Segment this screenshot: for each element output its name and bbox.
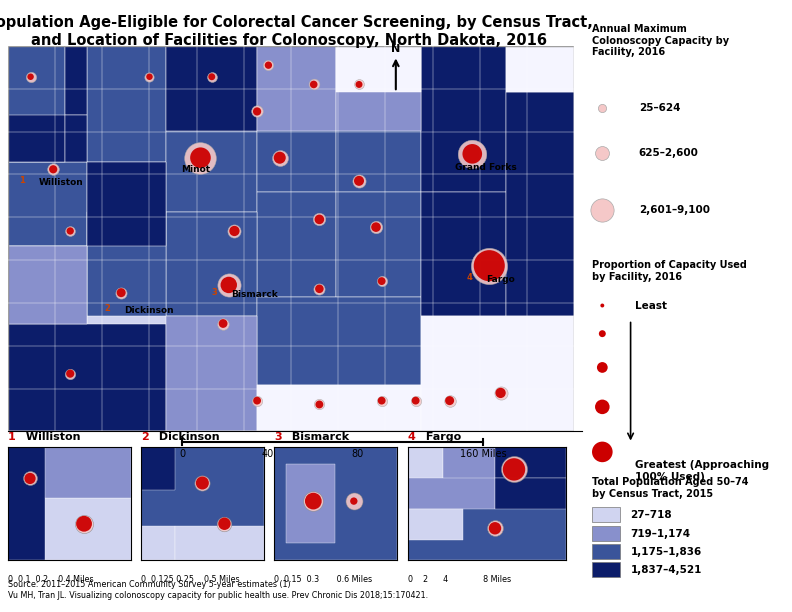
Bar — [45, 447, 131, 498]
Text: 80: 80 — [352, 449, 364, 458]
Point — [444, 396, 456, 406]
Point — [217, 319, 230, 329]
Bar — [141, 447, 175, 490]
Point — [47, 165, 59, 174]
Point — [596, 149, 609, 159]
Text: N: N — [391, 43, 401, 54]
Text: Dickinson: Dickinson — [155, 432, 220, 442]
Polygon shape — [87, 162, 166, 247]
Bar — [592, 543, 620, 559]
Point — [64, 368, 77, 378]
Point — [143, 72, 156, 81]
Bar — [287, 464, 336, 543]
Point — [352, 80, 365, 89]
Text: Bismarck: Bismarck — [231, 290, 278, 299]
Bar — [141, 526, 175, 560]
Point — [409, 396, 422, 406]
Point — [370, 222, 383, 232]
Text: Bismarck: Bismarck — [288, 432, 349, 442]
Polygon shape — [421, 192, 506, 316]
Point — [223, 280, 235, 290]
Point — [217, 319, 230, 329]
Bar — [45, 498, 131, 560]
Point — [251, 396, 264, 406]
Point — [508, 465, 520, 474]
Point — [24, 474, 36, 483]
Polygon shape — [8, 324, 166, 431]
Point — [251, 396, 264, 406]
Point — [375, 396, 388, 406]
Point — [47, 165, 59, 174]
Text: 1: 1 — [8, 432, 16, 442]
Bar — [408, 447, 495, 509]
Point — [262, 60, 275, 70]
Polygon shape — [8, 247, 87, 324]
Polygon shape — [421, 316, 574, 431]
Text: Proportion of Capacity Used
by Facility, 2016: Proportion of Capacity Used by Facility,… — [592, 261, 747, 282]
Point — [483, 261, 496, 271]
Text: 4: 4 — [466, 273, 472, 282]
Point — [348, 496, 360, 506]
Point — [352, 80, 365, 89]
Point — [313, 400, 326, 409]
Polygon shape — [8, 46, 65, 162]
Polygon shape — [506, 46, 574, 92]
Point — [596, 447, 609, 457]
Text: 1,837–4,521: 1,837–4,521 — [630, 565, 702, 575]
Polygon shape — [166, 131, 257, 212]
Text: Source: 2011–2015 American Community Survey 5-year estimates (1)
Vu MH, Tran JL.: Source: 2011–2015 American Community Sur… — [8, 580, 428, 600]
Point — [25, 72, 37, 81]
Text: 3: 3 — [274, 432, 282, 442]
Point — [596, 329, 609, 338]
Text: 2: 2 — [141, 432, 149, 442]
Bar — [592, 507, 620, 522]
Polygon shape — [166, 212, 257, 316]
Point — [205, 72, 218, 81]
Text: Williston: Williston — [39, 178, 84, 187]
Point — [466, 149, 478, 159]
Point — [489, 523, 501, 533]
Text: 0: 0 — [179, 449, 185, 458]
Text: 625–2,600: 625–2,600 — [638, 149, 699, 159]
Point — [196, 478, 209, 488]
Bar — [495, 479, 566, 509]
Text: 2,601–9,100: 2,601–9,100 — [638, 205, 710, 215]
Point — [251, 106, 264, 116]
Text: 27–718: 27–718 — [630, 510, 672, 520]
Point — [375, 396, 388, 406]
Text: 4: 4 — [408, 432, 416, 442]
Text: 25–624: 25–624 — [638, 103, 680, 113]
Polygon shape — [257, 92, 337, 192]
Point — [218, 519, 230, 529]
Text: Total Population Aged 50–74
by Census Tract, 2015: Total Population Aged 50–74 by Census Tr… — [592, 477, 748, 499]
Polygon shape — [166, 316, 257, 431]
Point — [307, 80, 320, 89]
Point — [375, 276, 388, 286]
Point — [313, 284, 326, 294]
Point — [223, 280, 235, 290]
Polygon shape — [8, 162, 87, 247]
Polygon shape — [8, 46, 574, 431]
Point — [489, 523, 501, 533]
Polygon shape — [87, 212, 166, 316]
Bar — [443, 447, 495, 479]
Text: 40: 40 — [261, 449, 274, 458]
Text: 0  0.1  0.2    0.4 Miles: 0 0.1 0.2 0.4 Miles — [8, 575, 93, 584]
Point — [596, 103, 609, 113]
Point — [494, 388, 507, 398]
Point — [115, 288, 128, 297]
Text: Fargo: Fargo — [486, 275, 515, 284]
Point — [194, 153, 207, 163]
Point — [313, 284, 326, 294]
Bar — [592, 562, 620, 577]
Point — [466, 149, 478, 159]
Point — [313, 214, 326, 224]
Point — [78, 519, 90, 529]
Bar — [408, 447, 443, 479]
Point — [228, 226, 241, 236]
Bar — [408, 509, 463, 540]
Point — [262, 60, 275, 70]
Point — [115, 288, 128, 297]
Polygon shape — [337, 92, 421, 192]
Point — [409, 396, 422, 406]
